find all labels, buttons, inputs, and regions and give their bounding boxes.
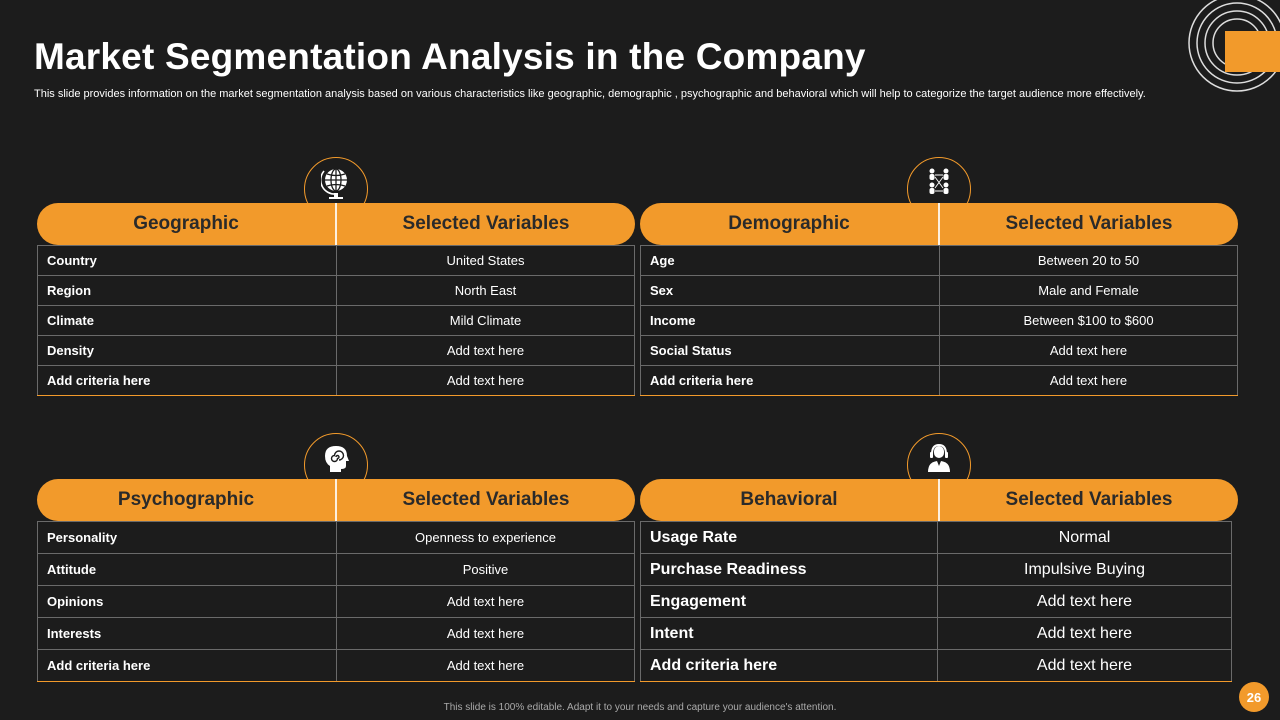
criteria-cell: Sex: [640, 275, 940, 306]
criteria-cell: Income: [640, 305, 940, 336]
page-title: Market Segmentation Analysis in the Comp…: [34, 36, 866, 77]
demographic-header: Demographic Selected Variables: [640, 203, 1238, 245]
criteria-cell: Usage Rate: [640, 521, 938, 554]
value-cell: Add text here: [937, 649, 1232, 682]
demographic-table: Age Between 20 to 50 Sex Male and Female I…: [640, 245, 1238, 396]
header-divider: [938, 479, 940, 521]
page-number-badge: 26: [1239, 682, 1269, 712]
criteria-cell: Add criteria here: [37, 649, 337, 682]
selected-variables-header-label: Selected Variables: [1005, 489, 1173, 510]
criteria-cell: Add criteria here: [640, 365, 940, 396]
table-row: Age Between 20 to 50: [640, 245, 1238, 276]
value-cell: Add text here: [336, 585, 635, 618]
value-cell: Male and Female: [939, 275, 1238, 306]
value-cell: Between 20 to 50: [939, 245, 1238, 276]
table-row: Interests Add text here: [37, 617, 635, 650]
value-cell: Add text here: [336, 649, 635, 682]
table-row: Add criteria here Add text here: [37, 649, 635, 682]
criteria-cell: Add criteria here: [37, 365, 337, 396]
table-row: Add criteria here Add text here: [640, 365, 1238, 396]
selected-variables-header-label: Selected Variables: [402, 489, 570, 510]
criteria-cell: Country: [37, 245, 337, 276]
table-row: Purchase Readiness Impulsive Buying: [640, 553, 1232, 586]
psychographic-header: Psychographic Selected Variables: [37, 479, 635, 521]
demographic-header-label: Demographic: [728, 213, 850, 234]
value-cell: Add text here: [939, 365, 1238, 396]
behavioral-table: Usage Rate Normal Purchase Readiness Impul…: [640, 521, 1232, 682]
behavioral-header: Behavioral Selected Variables: [640, 479, 1238, 521]
value-cell: United States: [336, 245, 635, 276]
corner-decoration: [1180, 0, 1280, 100]
criteria-cell: Opinions: [37, 585, 337, 618]
criteria-cell: Engagement: [640, 585, 938, 618]
psychographic-header-label: Psychographic: [117, 489, 255, 510]
footer-note: This slide is 100% editable. Adapt it to…: [443, 702, 837, 713]
criteria-cell: Intent: [640, 617, 938, 650]
criteria-cell: Personality: [37, 521, 337, 554]
criteria-cell: Region: [37, 275, 337, 306]
value-cell: Add text here: [937, 617, 1232, 650]
value-cell: Between $100 to $600: [939, 305, 1238, 336]
value-cell: Add text here: [336, 365, 635, 396]
header-divider: [335, 479, 337, 521]
geographic-header-label: Geographic: [133, 213, 239, 234]
criteria-cell: Age: [640, 245, 940, 276]
value-cell: Normal: [937, 521, 1232, 554]
globe-icon: [321, 168, 347, 199]
value-cell: Add text here: [336, 617, 635, 650]
person-headset-icon: [928, 443, 950, 472]
value-cell: North East: [336, 275, 635, 306]
value-cell: Add text here: [336, 335, 635, 366]
geographic-table: Country United States Region North East Cl…: [37, 245, 635, 396]
criteria-cell: Social Status: [640, 335, 940, 366]
criteria-cell: Climate: [37, 305, 337, 336]
value-cell: Add text here: [937, 585, 1232, 618]
value-cell: Positive: [336, 553, 635, 586]
table-row: Personality Openness to experience: [37, 521, 635, 554]
page-subtitle: This slide provides information on the m…: [34, 88, 1146, 100]
criteria-cell: Add criteria here: [640, 649, 938, 682]
criteria-cell: Interests: [37, 617, 337, 650]
table-row: Add criteria here Add text here: [640, 649, 1232, 682]
table-row: Density Add text here: [37, 335, 635, 366]
value-cell: Add text here: [939, 335, 1238, 366]
table-row: Attitude Positive: [37, 553, 635, 586]
selected-variables-header-label: Selected Variables: [1005, 213, 1173, 234]
value-cell: Openness to experience: [336, 521, 635, 554]
criteria-cell: Purchase Readiness: [640, 553, 938, 586]
value-cell: Impulsive Buying: [937, 553, 1232, 586]
geographic-header: Geographic Selected Variables: [37, 203, 635, 245]
psychographic-table: Personality Openness to experience Attitu…: [37, 521, 635, 682]
selected-variables-header-label: Selected Variables: [402, 213, 570, 234]
criteria-cell: Density: [37, 335, 337, 366]
value-cell: Mild Climate: [336, 305, 635, 336]
table-row: Sex Male and Female: [640, 275, 1238, 306]
behavioral-header-label: Behavioral: [740, 489, 838, 510]
table-row: Opinions Add text here: [37, 585, 635, 618]
criteria-cell: Attitude: [37, 553, 337, 586]
table-row: Add criteria here Add text here: [37, 365, 635, 396]
table-row: Engagement Add text here: [640, 585, 1232, 618]
header-divider: [938, 203, 940, 245]
table-row: Country United States: [37, 245, 635, 276]
table-row: Social Status Add text here: [640, 335, 1238, 366]
table-row: Usage Rate Normal: [640, 521, 1232, 554]
table-row: Region North East: [37, 275, 635, 306]
table-row: Income Between $100 to $600: [640, 305, 1238, 336]
table-row: Climate Mild Climate: [37, 305, 635, 336]
head-spiral-icon: [325, 446, 349, 472]
people-network-icon: [929, 168, 949, 194]
table-row: Intent Add text here: [640, 617, 1232, 650]
header-divider: [335, 203, 337, 245]
